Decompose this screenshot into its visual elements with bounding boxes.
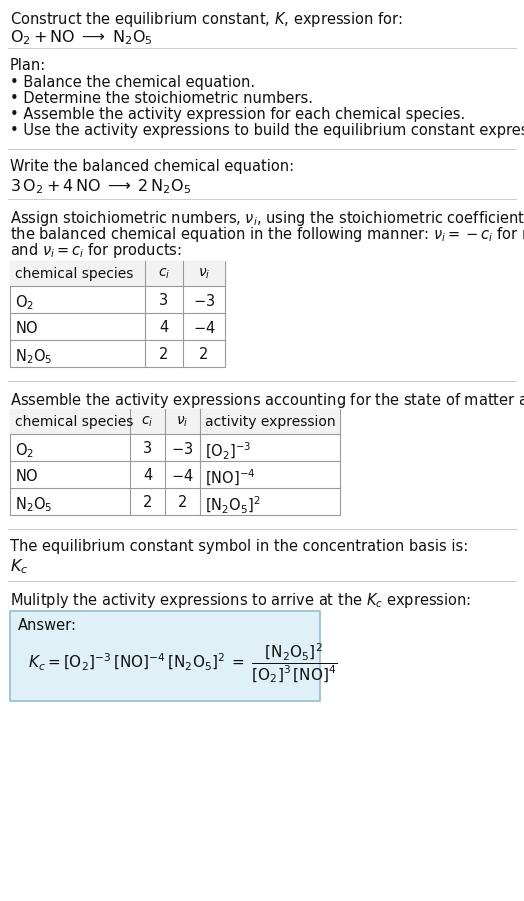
Text: Write the balanced chemical equation:: Write the balanced chemical equation: <box>10 159 294 174</box>
Text: $\mathrm{NO}$: $\mathrm{NO}$ <box>15 320 39 336</box>
Text: 4: 4 <box>143 468 152 483</box>
Text: $\mathrm{O_2}$: $\mathrm{O_2}$ <box>15 293 34 312</box>
Text: Construct the equilibrium constant, $K$, expression for:: Construct the equilibrium constant, $K$,… <box>10 10 402 29</box>
Bar <box>10 261 225 367</box>
Text: the balanced chemical equation in the following manner: $\nu_i = -c_i$ for react: the balanced chemical equation in the fo… <box>10 225 524 244</box>
Text: Assign stoichiometric numbers, $\nu_i$, using the stoichiometric coefficients, $: Assign stoichiometric numbers, $\nu_i$, … <box>10 209 524 228</box>
Text: $K_c = [\mathrm{O_2}]^{-3}\,[\mathrm{NO}]^{-4}\,[\mathrm{N_2O_5}]^{2} \;=\; \dfr: $K_c = [\mathrm{O_2}]^{-3}\,[\mathrm{NO}… <box>28 641 337 685</box>
Bar <box>10 261 225 286</box>
Text: $\mathrm{N_2O_5}$: $\mathrm{N_2O_5}$ <box>15 347 52 366</box>
Text: Assemble the activity expressions accounting for the state of matter and $\nu_i$: Assemble the activity expressions accoun… <box>10 391 524 410</box>
Text: $-4$: $-4$ <box>171 468 194 484</box>
Text: The equilibrium constant symbol in the concentration basis is:: The equilibrium constant symbol in the c… <box>10 539 468 554</box>
Text: 4: 4 <box>159 320 169 335</box>
Text: • Determine the stoichiometric numbers.: • Determine the stoichiometric numbers. <box>10 91 313 106</box>
Text: chemical species: chemical species <box>15 415 134 429</box>
Text: $K_c$: $K_c$ <box>10 557 28 576</box>
Text: $c_i$: $c_i$ <box>158 267 170 281</box>
Text: 3: 3 <box>143 441 152 456</box>
Text: $-3$: $-3$ <box>193 293 215 309</box>
Text: Plan:: Plan: <box>10 58 46 73</box>
Text: 2: 2 <box>199 347 209 362</box>
Text: $[\mathrm{NO}]^{-4}$: $[\mathrm{NO}]^{-4}$ <box>205 468 256 488</box>
Text: $\nu_i$: $\nu_i$ <box>198 267 210 281</box>
Bar <box>10 409 340 434</box>
Text: 3: 3 <box>159 293 169 308</box>
Text: • Use the activity expressions to build the equilibrium constant expression.: • Use the activity expressions to build … <box>10 123 524 138</box>
Text: $\mathrm{O_2 + NO \;\longrightarrow\; N_2O_5}$: $\mathrm{O_2 + NO \;\longrightarrow\; N_… <box>10 28 153 47</box>
Text: 2: 2 <box>178 495 187 510</box>
Text: $c_i$: $c_i$ <box>141 415 154 430</box>
Text: $\mathrm{N_2O_5}$: $\mathrm{N_2O_5}$ <box>15 495 52 514</box>
Bar <box>10 409 340 515</box>
Text: $\nu_i$: $\nu_i$ <box>176 415 189 430</box>
Text: activity expression: activity expression <box>205 415 336 429</box>
Text: $\mathrm{NO}$: $\mathrm{NO}$ <box>15 468 39 484</box>
Text: $-3$: $-3$ <box>171 441 194 457</box>
Text: and $\nu_i = c_i$ for products:: and $\nu_i = c_i$ for products: <box>10 241 182 260</box>
Text: $[\mathrm{O_2}]^{-3}$: $[\mathrm{O_2}]^{-3}$ <box>205 441 252 462</box>
Text: chemical species: chemical species <box>15 267 134 281</box>
FancyBboxPatch shape <box>10 611 320 701</box>
Text: $\mathrm{O_2}$: $\mathrm{O_2}$ <box>15 441 34 460</box>
Text: Mulitply the activity expressions to arrive at the $K_c$ expression:: Mulitply the activity expressions to arr… <box>10 591 471 610</box>
Text: 2: 2 <box>143 495 152 510</box>
Text: Answer:: Answer: <box>18 618 77 633</box>
Text: $\mathrm{3\,O_2 + 4\,NO \;\longrightarrow\; 2\,N_2O_5}$: $\mathrm{3\,O_2 + 4\,NO \;\longrightarro… <box>10 177 191 196</box>
Text: $-4$: $-4$ <box>193 320 215 336</box>
Text: • Balance the chemical equation.: • Balance the chemical equation. <box>10 75 255 90</box>
Text: 2: 2 <box>159 347 169 362</box>
Text: • Assemble the activity expression for each chemical species.: • Assemble the activity expression for e… <box>10 107 465 122</box>
Text: $[\mathrm{N_2O_5}]^2$: $[\mathrm{N_2O_5}]^2$ <box>205 495 260 516</box>
